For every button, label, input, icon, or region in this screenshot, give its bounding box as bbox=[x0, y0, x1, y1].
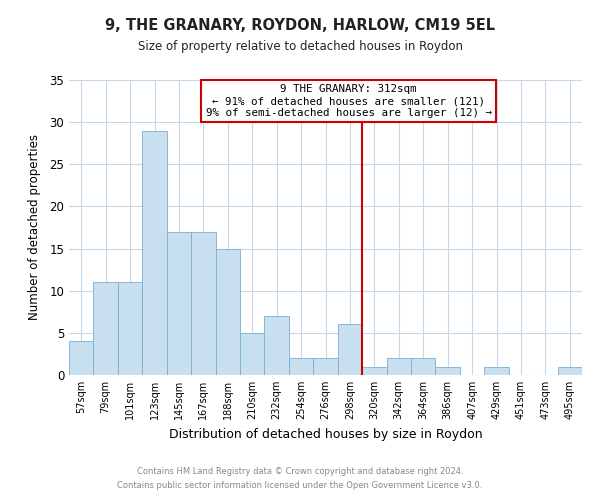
Bar bbox=[215, 248, 240, 375]
Bar bbox=[362, 366, 386, 375]
Bar bbox=[69, 342, 94, 375]
Bar bbox=[436, 366, 460, 375]
Bar bbox=[191, 232, 215, 375]
Bar bbox=[118, 282, 142, 375]
Text: Size of property relative to detached houses in Roydon: Size of property relative to detached ho… bbox=[137, 40, 463, 53]
Bar bbox=[142, 130, 167, 375]
Bar bbox=[557, 366, 582, 375]
Bar bbox=[338, 324, 362, 375]
Bar bbox=[484, 366, 509, 375]
Bar bbox=[265, 316, 289, 375]
Text: 9, THE GRANARY, ROYDON, HARLOW, CM19 5EL: 9, THE GRANARY, ROYDON, HARLOW, CM19 5EL bbox=[105, 18, 495, 32]
Bar bbox=[240, 333, 265, 375]
Bar bbox=[167, 232, 191, 375]
Text: 9 THE GRANARY: 312sqm
← 91% of detached houses are smaller (121)
9% of semi-deta: 9 THE GRANARY: 312sqm ← 91% of detached … bbox=[206, 84, 491, 117]
Bar bbox=[94, 282, 118, 375]
Bar bbox=[289, 358, 313, 375]
Text: Contains public sector information licensed under the Open Government Licence v3: Contains public sector information licen… bbox=[118, 481, 482, 490]
Text: Contains HM Land Registry data © Crown copyright and database right 2024.: Contains HM Land Registry data © Crown c… bbox=[137, 467, 463, 476]
X-axis label: Distribution of detached houses by size in Roydon: Distribution of detached houses by size … bbox=[169, 428, 482, 440]
Bar bbox=[386, 358, 411, 375]
Bar bbox=[411, 358, 436, 375]
Y-axis label: Number of detached properties: Number of detached properties bbox=[28, 134, 41, 320]
Bar bbox=[313, 358, 338, 375]
